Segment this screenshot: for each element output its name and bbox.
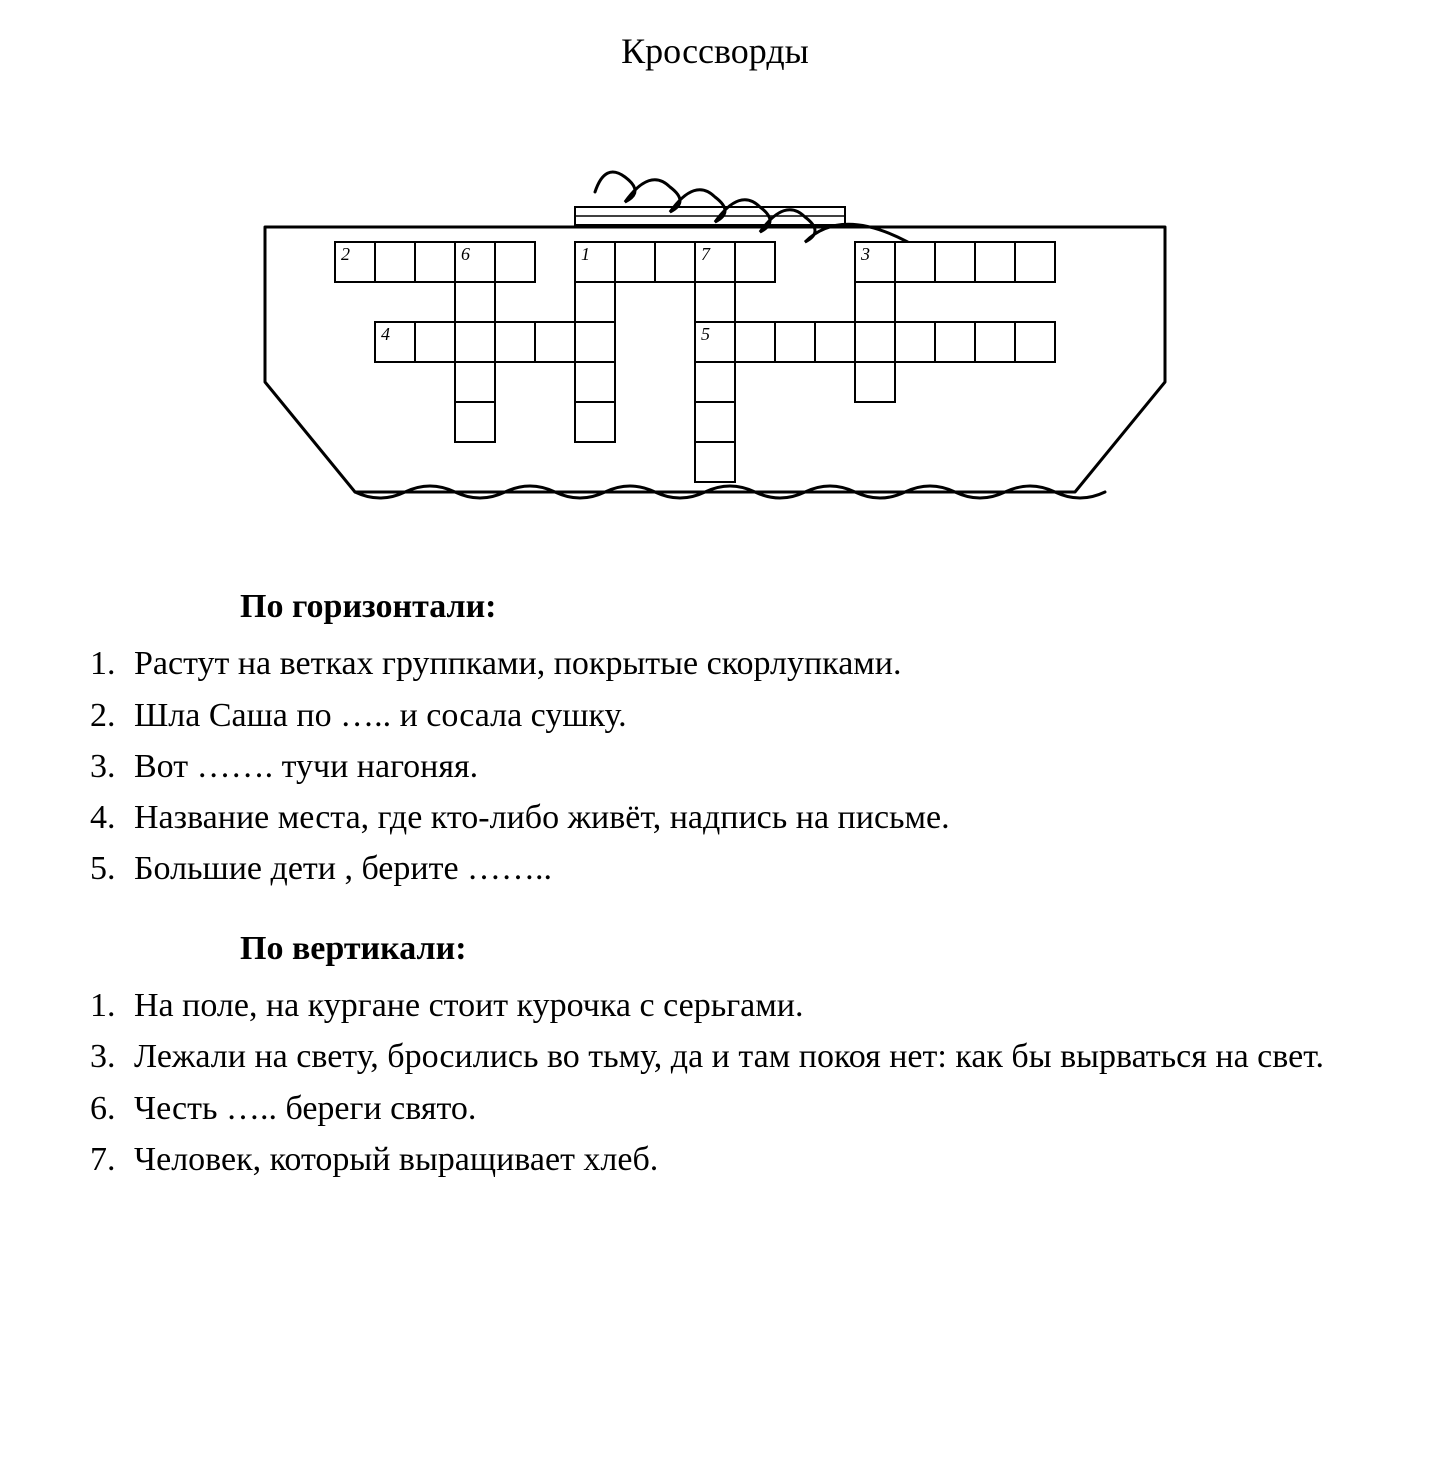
crossword-cell <box>535 322 575 362</box>
crossword-cell <box>455 322 495 362</box>
cell-number: 3 <box>860 244 870 264</box>
clue-number: 3. <box>90 742 134 791</box>
down-list: 1.На поле, на кургане стоит курочка с се… <box>90 981 1380 1184</box>
clue-text: Шла Саша по ….. и сосала сушку. <box>134 691 1380 740</box>
across-item: 1.Растут на ветках группками, покрытые с… <box>90 639 1380 688</box>
cell-number: 2 <box>341 244 350 264</box>
crossword-cell <box>975 242 1015 282</box>
cell-number: 6 <box>461 244 470 264</box>
crossword-figure: 2 6 1 7 3 4 5 <box>20 112 1410 532</box>
crossword-cell <box>855 362 895 402</box>
cell-number: 1 <box>581 244 590 264</box>
crossword-cell <box>455 282 495 322</box>
clue-text: Растут на ветках группками, покрытые ско… <box>134 639 1380 688</box>
across-item: 2.Шла Саша по ….. и сосала сушку. <box>90 691 1380 740</box>
clue-number: 1. <box>90 981 134 1030</box>
cell-number: 4 <box>381 324 390 344</box>
crossword-cell <box>455 402 495 442</box>
down-item: 1.На поле, на кургане стоит курочка с се… <box>90 981 1380 1030</box>
crossword-cell <box>695 362 735 402</box>
crossword-cell <box>495 242 535 282</box>
crossword-cell <box>415 242 455 282</box>
crossword-cell <box>855 322 895 362</box>
crossword-cell <box>935 322 975 362</box>
crossword-cell <box>735 242 775 282</box>
clue-number: 7. <box>90 1135 134 1184</box>
clue-number: 6. <box>90 1084 134 1133</box>
across-item: 4.Название места, где кто-либо живёт, на… <box>90 793 1380 842</box>
clue-number: 5. <box>90 844 134 893</box>
crossword-cell <box>775 322 815 362</box>
crossword-cell <box>415 322 455 362</box>
clue-number: 4. <box>90 793 134 842</box>
crossword-cell <box>855 282 895 322</box>
clue-text: Название места, где кто-либо живёт, надп… <box>134 793 1380 842</box>
crossword-cell <box>695 402 735 442</box>
clue-text: Человек, который выращивает хлеб. <box>134 1135 1380 1184</box>
crossword-cell <box>615 242 655 282</box>
across-heading: По горизонтали: <box>240 582 1380 631</box>
crossword-cell <box>495 322 535 362</box>
across-list: 1.Растут на ветках группками, покрытые с… <box>90 639 1380 893</box>
crossword-cell <box>1015 242 1055 282</box>
crossword-cell <box>575 362 615 402</box>
cell-number: 7 <box>701 244 711 264</box>
down-item: 6.Честь ….. береги свято. <box>90 1084 1380 1133</box>
crossword-cell <box>935 242 975 282</box>
crossword-cell <box>655 242 695 282</box>
across-item: 5.Большие дети , берите …….. <box>90 844 1380 893</box>
clue-number: 1. <box>90 639 134 688</box>
crossword-cell <box>895 322 935 362</box>
cell-number: 5 <box>701 324 710 344</box>
down-item: 7.Человек, который выращивает хлеб. <box>90 1135 1380 1184</box>
crossword-cell <box>895 242 935 282</box>
down-item: 3.Лежали на свету, бросились во тьму, да… <box>90 1032 1380 1081</box>
clue-text: Лежали на свету, бросились во тьму, да и… <box>134 1032 1380 1081</box>
crossword-cell <box>375 242 415 282</box>
across-item: 3.Вот ……. тучи нагоняя. <box>90 742 1380 791</box>
page-title: Кроссворды <box>20 30 1410 72</box>
down-heading: По вертикали: <box>240 924 1380 973</box>
clue-text: Честь ….. береги свято. <box>134 1084 1380 1133</box>
crossword-cell <box>575 282 615 322</box>
crossword-cell <box>575 402 615 442</box>
clue-number: 3. <box>90 1032 134 1081</box>
crossword-cell <box>975 322 1015 362</box>
crossword-cell <box>1015 322 1055 362</box>
clue-number: 2. <box>90 691 134 740</box>
crossword-cell <box>455 362 495 402</box>
clue-text: Большие дети , берите …….. <box>134 844 1380 893</box>
crossword-cell <box>695 282 735 322</box>
crossword-svg: 2 6 1 7 3 4 5 <box>175 112 1255 532</box>
clue-text: На поле, на кургане стоит курочка с серь… <box>134 981 1380 1030</box>
clue-text: Вот ……. тучи нагоняя. <box>134 742 1380 791</box>
crossword-cell <box>735 322 775 362</box>
crossword-cell <box>815 322 855 362</box>
crossword-cell <box>695 442 735 482</box>
clues-block: По горизонтали: 1.Растут на ветках групп… <box>20 582 1410 1184</box>
crossword-cell <box>575 322 615 362</box>
